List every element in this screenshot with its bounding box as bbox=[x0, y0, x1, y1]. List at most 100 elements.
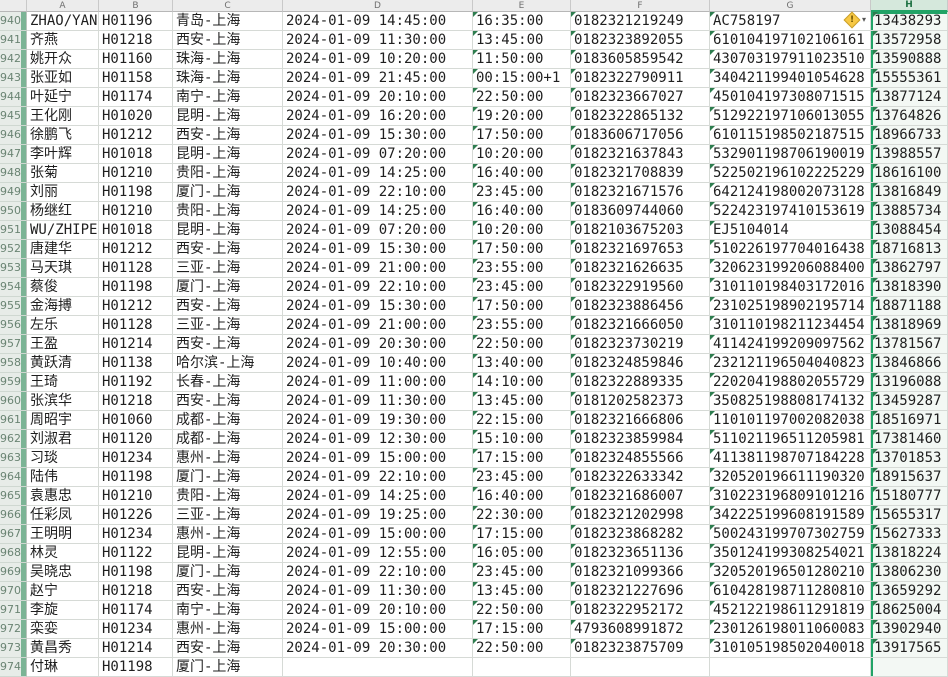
cell-ticket[interactable] bbox=[571, 658, 710, 677]
cell-flight[interactable]: H01226 bbox=[99, 506, 173, 525]
row-number[interactable]: 947 bbox=[0, 145, 27, 164]
cell-name[interactable]: 栾娈 bbox=[27, 620, 99, 639]
row-number[interactable]: 946 bbox=[0, 126, 27, 145]
cell-flight[interactable]: H01174 bbox=[99, 601, 173, 620]
cell-depart[interactable]: 2024-01-09 20:30:00 bbox=[283, 335, 473, 354]
cell-flight[interactable]: H01138 bbox=[99, 354, 173, 373]
cell-phone[interactable]: 18966733 bbox=[871, 126, 948, 145]
cell-depart[interactable]: 2024-01-09 20:10:00 bbox=[283, 88, 473, 107]
cell-arrive[interactable]: 16:05:00 bbox=[473, 544, 571, 563]
cell-route[interactable]: 西安-上海 bbox=[173, 582, 283, 601]
cell-id[interactable]: 642124198002073128 bbox=[710, 183, 871, 202]
cell-phone[interactable]: 13818224 bbox=[871, 544, 948, 563]
row-number[interactable]: 959 bbox=[0, 373, 27, 392]
cell-id[interactable]: 350825198808174132 bbox=[710, 392, 871, 411]
cell-flight[interactable]: H01234 bbox=[99, 525, 173, 544]
cell-flight[interactable]: H01128 bbox=[99, 259, 173, 278]
cell-flight[interactable]: H01218 bbox=[99, 31, 173, 50]
cell-route[interactable]: 西安-上海 bbox=[173, 297, 283, 316]
cell-id[interactable]: 220204198802055729 bbox=[710, 373, 871, 392]
cell-ticket[interactable]: 0182323651136 bbox=[571, 544, 710, 563]
cell-ticket[interactable]: 0182321697653 bbox=[571, 240, 710, 259]
cell-id[interactable]: 610104197102106161 bbox=[710, 31, 871, 50]
cell-name[interactable]: 姚开众 bbox=[27, 50, 99, 69]
cell-ticket[interactable]: 0182321202998 bbox=[571, 506, 710, 525]
row-number[interactable]: 966 bbox=[0, 506, 27, 525]
cell-name[interactable]: 张亚如 bbox=[27, 69, 99, 88]
cell-name[interactable]: 刘丽 bbox=[27, 183, 99, 202]
cell-depart[interactable]: 2024-01-09 22:10:00 bbox=[283, 183, 473, 202]
cell-name[interactable]: 杨继红 bbox=[27, 202, 99, 221]
column-header-e[interactable]: E bbox=[473, 0, 571, 12]
cell-depart[interactable]: 2024-01-09 21:00:00 bbox=[283, 259, 473, 278]
cell-arrive[interactable]: 10:20:00 bbox=[473, 145, 571, 164]
cell-phone[interactable]: 17381460 bbox=[871, 430, 948, 449]
cell-arrive[interactable] bbox=[473, 658, 571, 677]
cell-route[interactable]: 长春-上海 bbox=[173, 373, 283, 392]
cell-name[interactable]: 赵宁 bbox=[27, 582, 99, 601]
row-number[interactable]: 953 bbox=[0, 259, 27, 278]
column-header-b[interactable]: B bbox=[99, 0, 173, 12]
cell-arrive[interactable]: 00:15:00+1 bbox=[473, 69, 571, 88]
cell-name[interactable]: 任彩凤 bbox=[27, 506, 99, 525]
cell-name[interactable]: 刘淑君 bbox=[27, 430, 99, 449]
cell-route[interactable]: 惠州-上海 bbox=[173, 525, 283, 544]
cell-flight[interactable]: H01160 bbox=[99, 50, 173, 69]
cell-ticket[interactable]: 0182323868282 bbox=[571, 525, 710, 544]
row-number[interactable]: 970 bbox=[0, 582, 27, 601]
cell-phone[interactable]: 15180777 bbox=[871, 487, 948, 506]
cell-name[interactable]: 李叶辉 bbox=[27, 145, 99, 164]
cell-route[interactable]: 西安-上海 bbox=[173, 335, 283, 354]
cell-route[interactable]: 西安-上海 bbox=[173, 392, 283, 411]
row-number[interactable]: 973 bbox=[0, 639, 27, 658]
cell-arrive[interactable]: 13:45:00 bbox=[473, 392, 571, 411]
cell-flight[interactable]: H01198 bbox=[99, 468, 173, 487]
cell-depart[interactable]: 2024-01-09 12:30:00 bbox=[283, 430, 473, 449]
cell-depart[interactable]: 2024-01-09 15:00:00 bbox=[283, 620, 473, 639]
cell-id[interactable]: 430703197911023510 bbox=[710, 50, 871, 69]
cell-arrive[interactable]: 16:35:00 bbox=[473, 12, 571, 31]
cell-flight[interactable]: H01234 bbox=[99, 620, 173, 639]
cell-ticket[interactable]: 0182321219249 bbox=[571, 12, 710, 31]
cell-phone[interactable]: 13781567 bbox=[871, 335, 948, 354]
cell-flight[interactable]: H01198 bbox=[99, 278, 173, 297]
cell-id[interactable]: 342225199608191589 bbox=[710, 506, 871, 525]
cell-phone[interactable]: 13806230 bbox=[871, 563, 948, 582]
cell-name[interactable]: 王明明 bbox=[27, 525, 99, 544]
cell-name[interactable]: ZHAO/YAN bbox=[27, 12, 99, 31]
cell-phone[interactable]: 13438293 bbox=[871, 12, 948, 31]
row-number[interactable]: 950 bbox=[0, 202, 27, 221]
cell-flight[interactable]: H01212 bbox=[99, 240, 173, 259]
cell-phone[interactable] bbox=[871, 658, 948, 677]
cell-arrive[interactable]: 22:30:00 bbox=[473, 506, 571, 525]
cell-depart[interactable]: 2024-01-09 10:20:00 bbox=[283, 50, 473, 69]
cell-route[interactable]: 厦门-上海 bbox=[173, 278, 283, 297]
cell-arrive[interactable]: 17:50:00 bbox=[473, 297, 571, 316]
cell-route[interactable]: 珠海-上海 bbox=[173, 69, 283, 88]
cell-name[interactable]: 唐建华 bbox=[27, 240, 99, 259]
row-number[interactable]: 941 bbox=[0, 31, 27, 50]
cell-flight[interactable]: H01210 bbox=[99, 487, 173, 506]
cell-id[interactable]: 522502196102225229 bbox=[710, 164, 871, 183]
cell-route[interactable]: 成都-上海 bbox=[173, 430, 283, 449]
cell-arrive[interactable]: 23:55:00 bbox=[473, 259, 571, 278]
cell-phone[interactable]: 18625004 bbox=[871, 601, 948, 620]
row-number[interactable]: 949 bbox=[0, 183, 27, 202]
cell-arrive[interactable]: 14:10:00 bbox=[473, 373, 571, 392]
cell-phone[interactable]: 13659292 bbox=[871, 582, 948, 601]
row-number[interactable]: 968 bbox=[0, 544, 27, 563]
cell-ticket[interactable]: 0182321666050 bbox=[571, 316, 710, 335]
cell-ticket[interactable]: 0182323892055 bbox=[571, 31, 710, 50]
cell-ticket[interactable]: 0182322919560 bbox=[571, 278, 710, 297]
cell-arrive[interactable]: 15:10:00 bbox=[473, 430, 571, 449]
cell-arrive[interactable]: 23:45:00 bbox=[473, 183, 571, 202]
cell-phone[interactable]: 13988557 bbox=[871, 145, 948, 164]
cell-id[interactable]: 522423197410153619 bbox=[710, 202, 871, 221]
cell-arrive[interactable]: 13:40:00 bbox=[473, 354, 571, 373]
column-header-f[interactable]: F bbox=[571, 0, 710, 12]
column-header-g[interactable]: G bbox=[710, 0, 871, 12]
cell-depart[interactable]: 2024-01-09 21:45:00 bbox=[283, 69, 473, 88]
cell-phone[interactable]: 13885734 bbox=[871, 202, 948, 221]
cell-ticket[interactable]: 0183609744060 bbox=[571, 202, 710, 221]
cell-depart[interactable]: 2024-01-09 07:20:00 bbox=[283, 145, 473, 164]
